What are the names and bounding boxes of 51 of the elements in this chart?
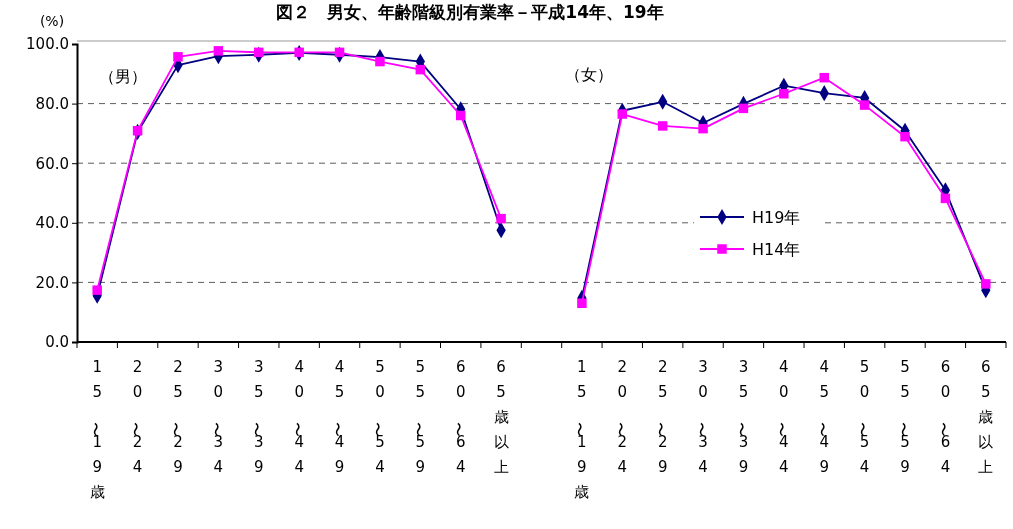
category-label: 15〜19歳 bbox=[570, 358, 590, 501]
category-label: 35〜39 bbox=[731, 358, 750, 476]
point bbox=[132, 125, 143, 136]
annotation: （男） bbox=[99, 67, 147, 86]
point bbox=[415, 64, 426, 75]
y-tick-label: 60.0 bbox=[35, 154, 69, 173]
point bbox=[455, 110, 466, 121]
point bbox=[657, 121, 668, 131]
legend-label: H19年 bbox=[752, 208, 801, 227]
point bbox=[213, 46, 224, 56]
category-label: 45〜49 bbox=[812, 358, 831, 476]
point bbox=[92, 285, 102, 295]
y-axis-title: (%) bbox=[39, 13, 65, 29]
x-tick-label: 65歳以上 bbox=[493, 358, 509, 476]
point bbox=[981, 279, 991, 289]
category-label: 30〜34 bbox=[691, 358, 710, 476]
point bbox=[819, 72, 829, 83]
point bbox=[779, 89, 789, 99]
y-tick-label: 20.0 bbox=[35, 273, 69, 292]
point bbox=[859, 100, 870, 110]
category-label: 40〜44 bbox=[772, 358, 791, 476]
y-tick-label: 40.0 bbox=[35, 214, 69, 233]
category-label: 30〜34 bbox=[206, 358, 225, 476]
point bbox=[254, 47, 264, 58]
point bbox=[577, 298, 587, 308]
category-label: 15〜19歳 bbox=[85, 358, 105, 501]
category-label: 60〜64 bbox=[449, 358, 468, 476]
point bbox=[173, 52, 183, 62]
x-tick-label: 65歳以上 bbox=[978, 358, 994, 476]
category-label: 60〜64 bbox=[933, 358, 952, 476]
y-tick-label: 0.0 bbox=[45, 333, 69, 352]
point bbox=[738, 103, 749, 114]
legend-label: H14年 bbox=[752, 240, 801, 259]
category-label: 40〜44 bbox=[287, 358, 306, 476]
point bbox=[698, 123, 708, 134]
category-label: 25〜29 bbox=[166, 358, 185, 476]
category-label: 25〜29 bbox=[651, 358, 670, 476]
category-label: 20〜24 bbox=[126, 358, 145, 476]
y-tick-label: 100.0 bbox=[26, 35, 69, 54]
point bbox=[334, 47, 345, 58]
point bbox=[900, 131, 910, 142]
point bbox=[940, 193, 951, 204]
point bbox=[375, 56, 385, 67]
category-label: 35〜39 bbox=[247, 358, 266, 476]
annotation: （女） bbox=[565, 65, 613, 84]
y-tick-label: 80.0 bbox=[35, 94, 69, 113]
category-label: 20〜24 bbox=[610, 358, 629, 476]
point bbox=[617, 109, 628, 119]
chart-title: 図２ 男女、年齢階級別有業率－平成14年、19年 bbox=[276, 2, 664, 22]
category-label: 45〜49 bbox=[328, 358, 347, 476]
point bbox=[496, 213, 506, 224]
